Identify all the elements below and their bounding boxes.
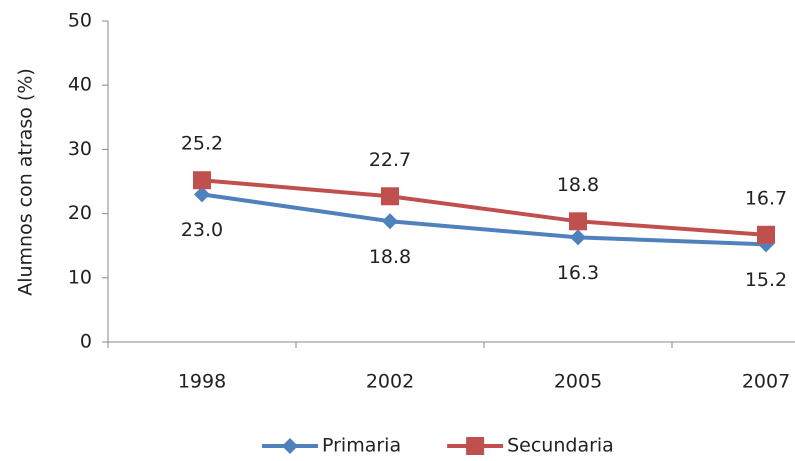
y-tick-label: 30 bbox=[68, 138, 92, 160]
legend-label: Primaria bbox=[322, 435, 401, 457]
data-label: 18.8 bbox=[369, 246, 411, 268]
series-line bbox=[201, 178, 767, 237]
x-tick-label: 2005 bbox=[554, 371, 602, 393]
marker bbox=[382, 213, 398, 230]
legend-label: Secundaria bbox=[507, 435, 614, 457]
data-label: 16.3 bbox=[557, 262, 599, 284]
y-tick-label: 40 bbox=[68, 74, 92, 96]
y-axis-title: Alumnos con atraso (%) bbox=[15, 68, 37, 296]
marker bbox=[757, 225, 775, 244]
data-label: 25.2 bbox=[181, 133, 223, 155]
data-label: 22.7 bbox=[369, 149, 411, 171]
x-tick-label: 1998 bbox=[178, 371, 226, 393]
marker bbox=[381, 187, 399, 206]
marker bbox=[193, 171, 211, 190]
marker bbox=[194, 186, 210, 203]
data-label: 15.2 bbox=[745, 269, 787, 291]
marker bbox=[570, 229, 586, 246]
marker bbox=[569, 212, 587, 231]
data-label: 16.7 bbox=[745, 187, 787, 209]
x-tick-label: 2007 bbox=[742, 371, 790, 393]
marker bbox=[466, 437, 485, 455]
y-tick-label: 20 bbox=[68, 202, 92, 224]
x-tick-label: 2002 bbox=[366, 371, 414, 393]
data-label: 23.0 bbox=[181, 219, 223, 241]
y-tick-label: 50 bbox=[68, 10, 92, 32]
series-line bbox=[201, 192, 767, 247]
y-tick-label: 10 bbox=[68, 266, 92, 288]
marker bbox=[282, 438, 298, 454]
data-label: 18.8 bbox=[557, 174, 599, 196]
y-tick-label: 0 bbox=[80, 331, 92, 353]
